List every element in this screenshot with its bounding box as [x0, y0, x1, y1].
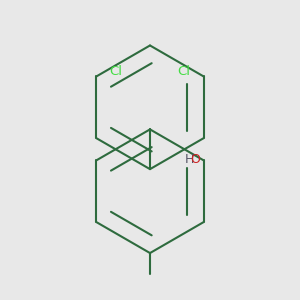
Text: Cl: Cl — [177, 64, 190, 78]
Text: O: O — [190, 153, 200, 166]
Text: H: H — [185, 153, 194, 166]
Text: Cl: Cl — [110, 64, 123, 78]
